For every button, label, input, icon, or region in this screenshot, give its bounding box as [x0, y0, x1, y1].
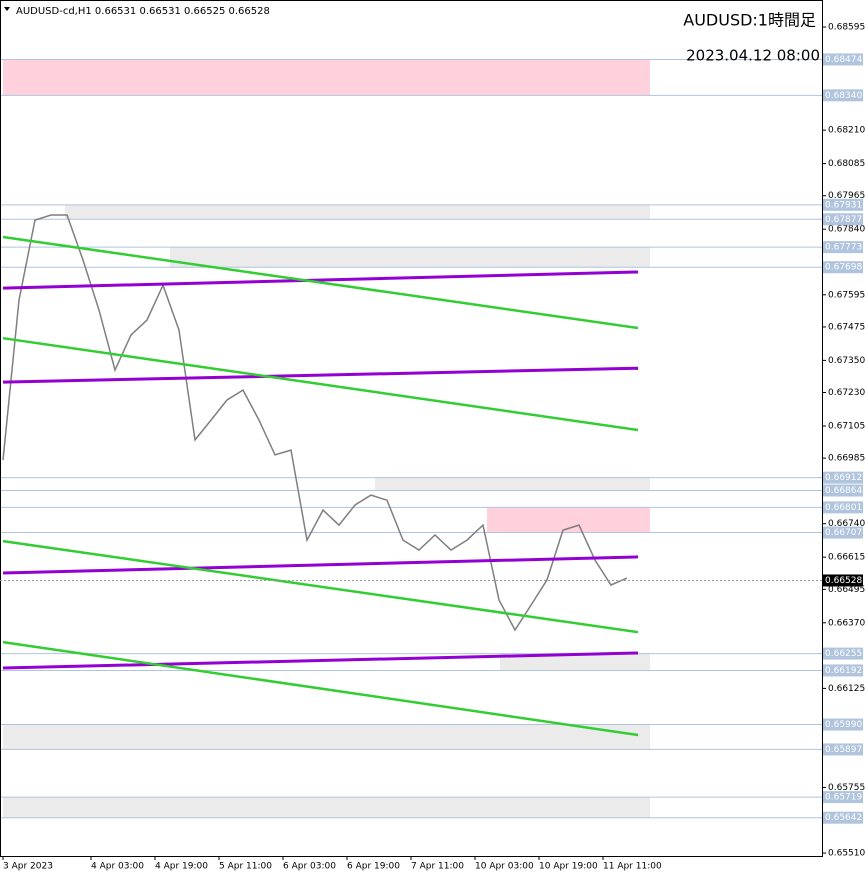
zone: [500, 653, 650, 671]
x-tick-label: 3 Apr 2023: [3, 862, 53, 872]
y-tick-label: 0.67230: [828, 388, 865, 398]
y-tick-label: 0.66985: [828, 454, 865, 464]
level-label-bg: [823, 501, 863, 514]
zone: [3, 59, 650, 96]
level-label-bg: [823, 241, 863, 254]
x-tick-label: 4 Apr 19:00: [155, 862, 208, 872]
level-label-bg: [823, 743, 863, 756]
level-label-bg: [823, 526, 863, 539]
level-label: 0.65990: [825, 720, 862, 730]
zone: [65, 204, 650, 220]
level-label: 0.67877: [825, 215, 862, 225]
level-label-bg: [823, 484, 863, 497]
y-tick-label: 0.66740: [828, 519, 865, 529]
price-line: [2, 214, 628, 632]
trend-line: [2, 539, 639, 634]
y-tick-label: 0.65510: [828, 849, 865, 859]
x-tick-label: 10 Apr 03:00: [475, 862, 534, 872]
current-price-bg: [823, 574, 863, 587]
level-label: 0.66912: [825, 473, 862, 483]
trend-line: [2, 555, 639, 575]
level-label: 0.66864: [825, 486, 862, 496]
level-label: 0.67773: [825, 243, 862, 253]
level-label-bg: [823, 718, 863, 731]
zone: [170, 247, 650, 268]
y-tick-label: 0.65755: [828, 783, 865, 793]
chart-title: AUDUSD:1時間足: [683, 11, 816, 30]
y-tick-label: 0.66125: [828, 684, 865, 694]
header: AUDUSD-cd,H1 0.66531 0.66531 0.66525 0.6…: [16, 6, 270, 17]
y-tick-label: 0.67105: [828, 421, 865, 431]
x-tick-label: 5 Apr 11:00: [219, 862, 272, 872]
level-label: 0.68340: [825, 91, 862, 101]
trend-line: [2, 235, 639, 330]
level-label-bg: [823, 791, 863, 804]
x-tick-label: 6 Apr 19:00: [347, 862, 400, 872]
trend-line: [2, 270, 639, 290]
level-label-bg: [823, 664, 863, 677]
level-label: 0.68474: [825, 55, 862, 65]
level-label: 0.67931: [825, 200, 862, 210]
x-tick-label: 4 Apr 03:00: [91, 862, 144, 872]
y-tick-label: 0.66615: [828, 553, 865, 563]
y-tick-label: 0.66495: [828, 585, 865, 595]
level-label: 0.66707: [825, 528, 862, 538]
level-label: 0.66192: [825, 666, 862, 676]
level-label: 0.65642: [825, 813, 862, 823]
level-label-bg: [823, 261, 863, 274]
zone: [3, 797, 650, 818]
x-tick-label: 6 Apr 03:00: [283, 862, 336, 872]
current-price-label: 0.66528: [825, 576, 862, 586]
y-tick-label: 0.68210: [828, 126, 865, 136]
level-label: 0.67698: [825, 263, 862, 273]
y-tick-label: 0.68595: [828, 23, 865, 33]
y-tick-label: 0.67965: [828, 191, 865, 201]
y-tick-label: 0.67840: [828, 225, 865, 235]
y-tick-label: 0.67475: [828, 322, 865, 332]
level-label-bg: [823, 811, 863, 824]
level-label-bg: [823, 647, 863, 660]
x-tick-label: 7 Apr 11:00: [411, 862, 464, 872]
level-label-bg: [823, 471, 863, 484]
level-label: 0.66801: [825, 503, 862, 513]
level-label: 0.65897: [825, 745, 862, 755]
y-tick-label: 0.68085: [828, 159, 865, 169]
x-tick-label: 10 Apr 19:00: [539, 862, 598, 872]
level-label: 0.65719: [825, 793, 862, 803]
level-label: 0.66255: [825, 649, 862, 659]
y-tick-label: 0.67595: [828, 290, 865, 300]
trend-line: [2, 651, 639, 670]
level-label-bg: [823, 53, 863, 66]
level-label-bg: [823, 198, 863, 211]
header-arrow: [4, 7, 10, 11]
level-label-bg: [823, 89, 863, 102]
chart-subtitle: 2023.04.12 08:00: [686, 47, 820, 65]
level-label-bg: [823, 213, 863, 226]
zone: [375, 477, 650, 491]
trend-line: [2, 366, 639, 384]
trend-line: [2, 640, 639, 737]
y-tick-label: 0.66370: [828, 618, 865, 628]
x-tick-label: 11 Apr 11:00: [603, 862, 662, 872]
trend-line: [2, 336, 639, 432]
y-tick-label: 0.67350: [828, 356, 865, 366]
zone: [3, 724, 650, 750]
